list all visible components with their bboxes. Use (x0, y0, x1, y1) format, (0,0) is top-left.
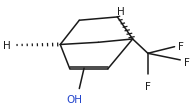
Text: H: H (117, 7, 125, 17)
Text: H: H (3, 41, 11, 51)
Text: F: F (178, 41, 184, 51)
Text: F: F (145, 81, 151, 91)
Text: F: F (184, 58, 190, 68)
Text: OH: OH (66, 94, 82, 104)
